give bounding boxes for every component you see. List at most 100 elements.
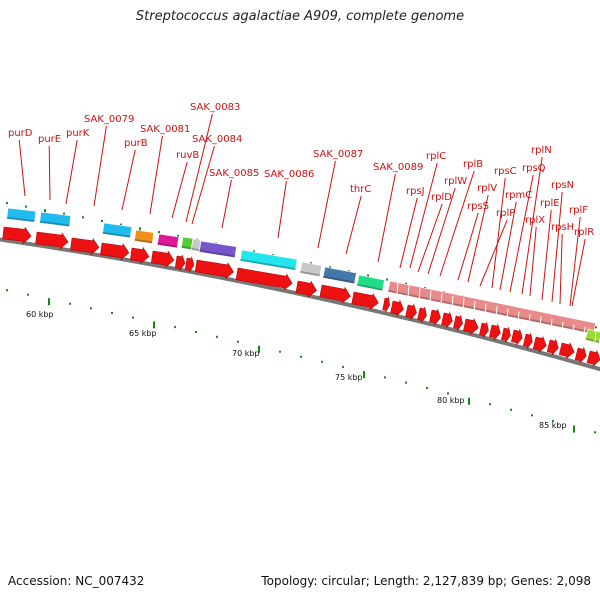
kbp-tick <box>595 326 597 329</box>
gene-label: rplB <box>463 159 483 170</box>
label-leader <box>377 173 396 263</box>
gene-label: SAK_0084 <box>192 134 242 145</box>
kbp-tick <box>216 335 218 338</box>
segment-divider <box>517 311 520 324</box>
feature-bar <box>134 229 155 244</box>
cds-arrow <box>194 259 234 280</box>
feature-bar <box>387 280 597 335</box>
label-leader <box>499 201 517 291</box>
gene-label: SAK_0083 <box>190 102 240 113</box>
gene-label: rpsS <box>467 201 489 212</box>
kbp-label: 65 kbp <box>129 329 157 338</box>
kbp-tick <box>63 212 65 215</box>
cds-arrow <box>2 226 32 244</box>
kbp-tick <box>174 326 176 329</box>
kbp-tick <box>132 316 134 319</box>
segment-divider <box>473 300 476 314</box>
kbp-tick <box>367 274 369 277</box>
gene-label: rplE <box>540 198 560 209</box>
gene-label: ruvB <box>176 150 199 161</box>
segment-divider <box>561 321 564 334</box>
gene-label: SAK_0089 <box>373 162 423 173</box>
label-leader <box>491 177 506 289</box>
cds-arrow <box>390 299 404 317</box>
cds-arrow <box>319 284 351 304</box>
kbp-tick <box>405 381 407 384</box>
kbp-tick <box>25 205 27 208</box>
label-leader <box>427 187 456 275</box>
label-leader <box>93 125 107 207</box>
kbp-tick <box>111 311 113 314</box>
kbp-tick <box>489 403 491 406</box>
kbp-tick <box>594 431 596 434</box>
kbp-tick <box>253 250 255 253</box>
kbp-tick <box>405 282 407 285</box>
segment-divider <box>528 313 531 326</box>
label-leader <box>191 145 215 225</box>
cds-arrow <box>479 321 489 338</box>
gene-label: SAK_0079 <box>84 114 134 125</box>
kbp-label: 80 kbp <box>437 396 465 405</box>
backbone-line <box>0 237 600 372</box>
label-leader <box>439 170 475 277</box>
gene-label: purE <box>38 134 61 145</box>
kbp-tick <box>468 397 470 405</box>
cds-arrow <box>70 237 100 256</box>
label-leader <box>521 156 543 295</box>
segment-divider <box>396 282 399 295</box>
kbp-tick <box>342 365 344 368</box>
kbp-tick <box>101 219 103 222</box>
label-leader <box>48 145 51 201</box>
cds-arrow <box>532 335 547 353</box>
cds-arrow <box>129 246 150 265</box>
segment-divider <box>495 306 498 319</box>
gene-label: rplP <box>496 208 515 219</box>
kbp-label: 85 kbp <box>539 421 567 430</box>
gene-label: SAK_0085 <box>209 168 259 179</box>
segment-divider <box>506 308 509 321</box>
gene-label: purB <box>124 138 148 149</box>
cds-arrow <box>574 346 587 364</box>
segment-divider <box>583 326 586 339</box>
label-leader <box>171 161 188 219</box>
segment-divider <box>440 293 443 306</box>
kbp-tick <box>237 340 239 343</box>
gene-label: rpsJ <box>406 186 425 197</box>
gene-label: rplW <box>444 176 467 187</box>
cds-arrow <box>546 338 559 356</box>
segment-divider <box>429 290 432 303</box>
segment-divider <box>418 288 421 301</box>
map-title: Streptococcus agalactiae A909, complete … <box>135 9 465 24</box>
label-leader <box>417 203 443 273</box>
cds-arrow <box>184 256 195 273</box>
feature-bars <box>6 207 600 344</box>
segment-divider <box>594 329 597 342</box>
gene-label: rpsH <box>551 222 574 233</box>
label-leader <box>467 194 489 283</box>
gene-label: rpsN <box>551 180 574 191</box>
cds-arrow <box>586 349 600 367</box>
label-leader <box>185 113 213 223</box>
gene-label: rplX <box>525 215 545 226</box>
kbp-tick <box>6 289 8 292</box>
cds-arrow <box>522 333 533 349</box>
genome-summary-text: Topology: circular; Length: 2,127,839 bp… <box>261 574 591 588</box>
label-leader <box>409 162 438 269</box>
feature-bar <box>39 211 72 227</box>
label-leader <box>569 216 581 307</box>
kbp-tick <box>82 216 84 219</box>
kbp-tick <box>6 202 8 205</box>
label-leader <box>399 197 418 269</box>
segment-divider <box>550 319 553 332</box>
label-leader <box>551 191 563 303</box>
cds-arrow <box>453 314 463 331</box>
cds-arrow <box>235 267 293 291</box>
gene-label: rplC <box>426 151 446 162</box>
cds-arrow <box>150 250 175 268</box>
label-leader <box>529 226 537 297</box>
kbp-tick <box>48 298 50 306</box>
gene-label: purK <box>66 128 90 139</box>
kbp-tick <box>27 293 29 296</box>
gene-label: SAK_0086 <box>264 169 314 180</box>
